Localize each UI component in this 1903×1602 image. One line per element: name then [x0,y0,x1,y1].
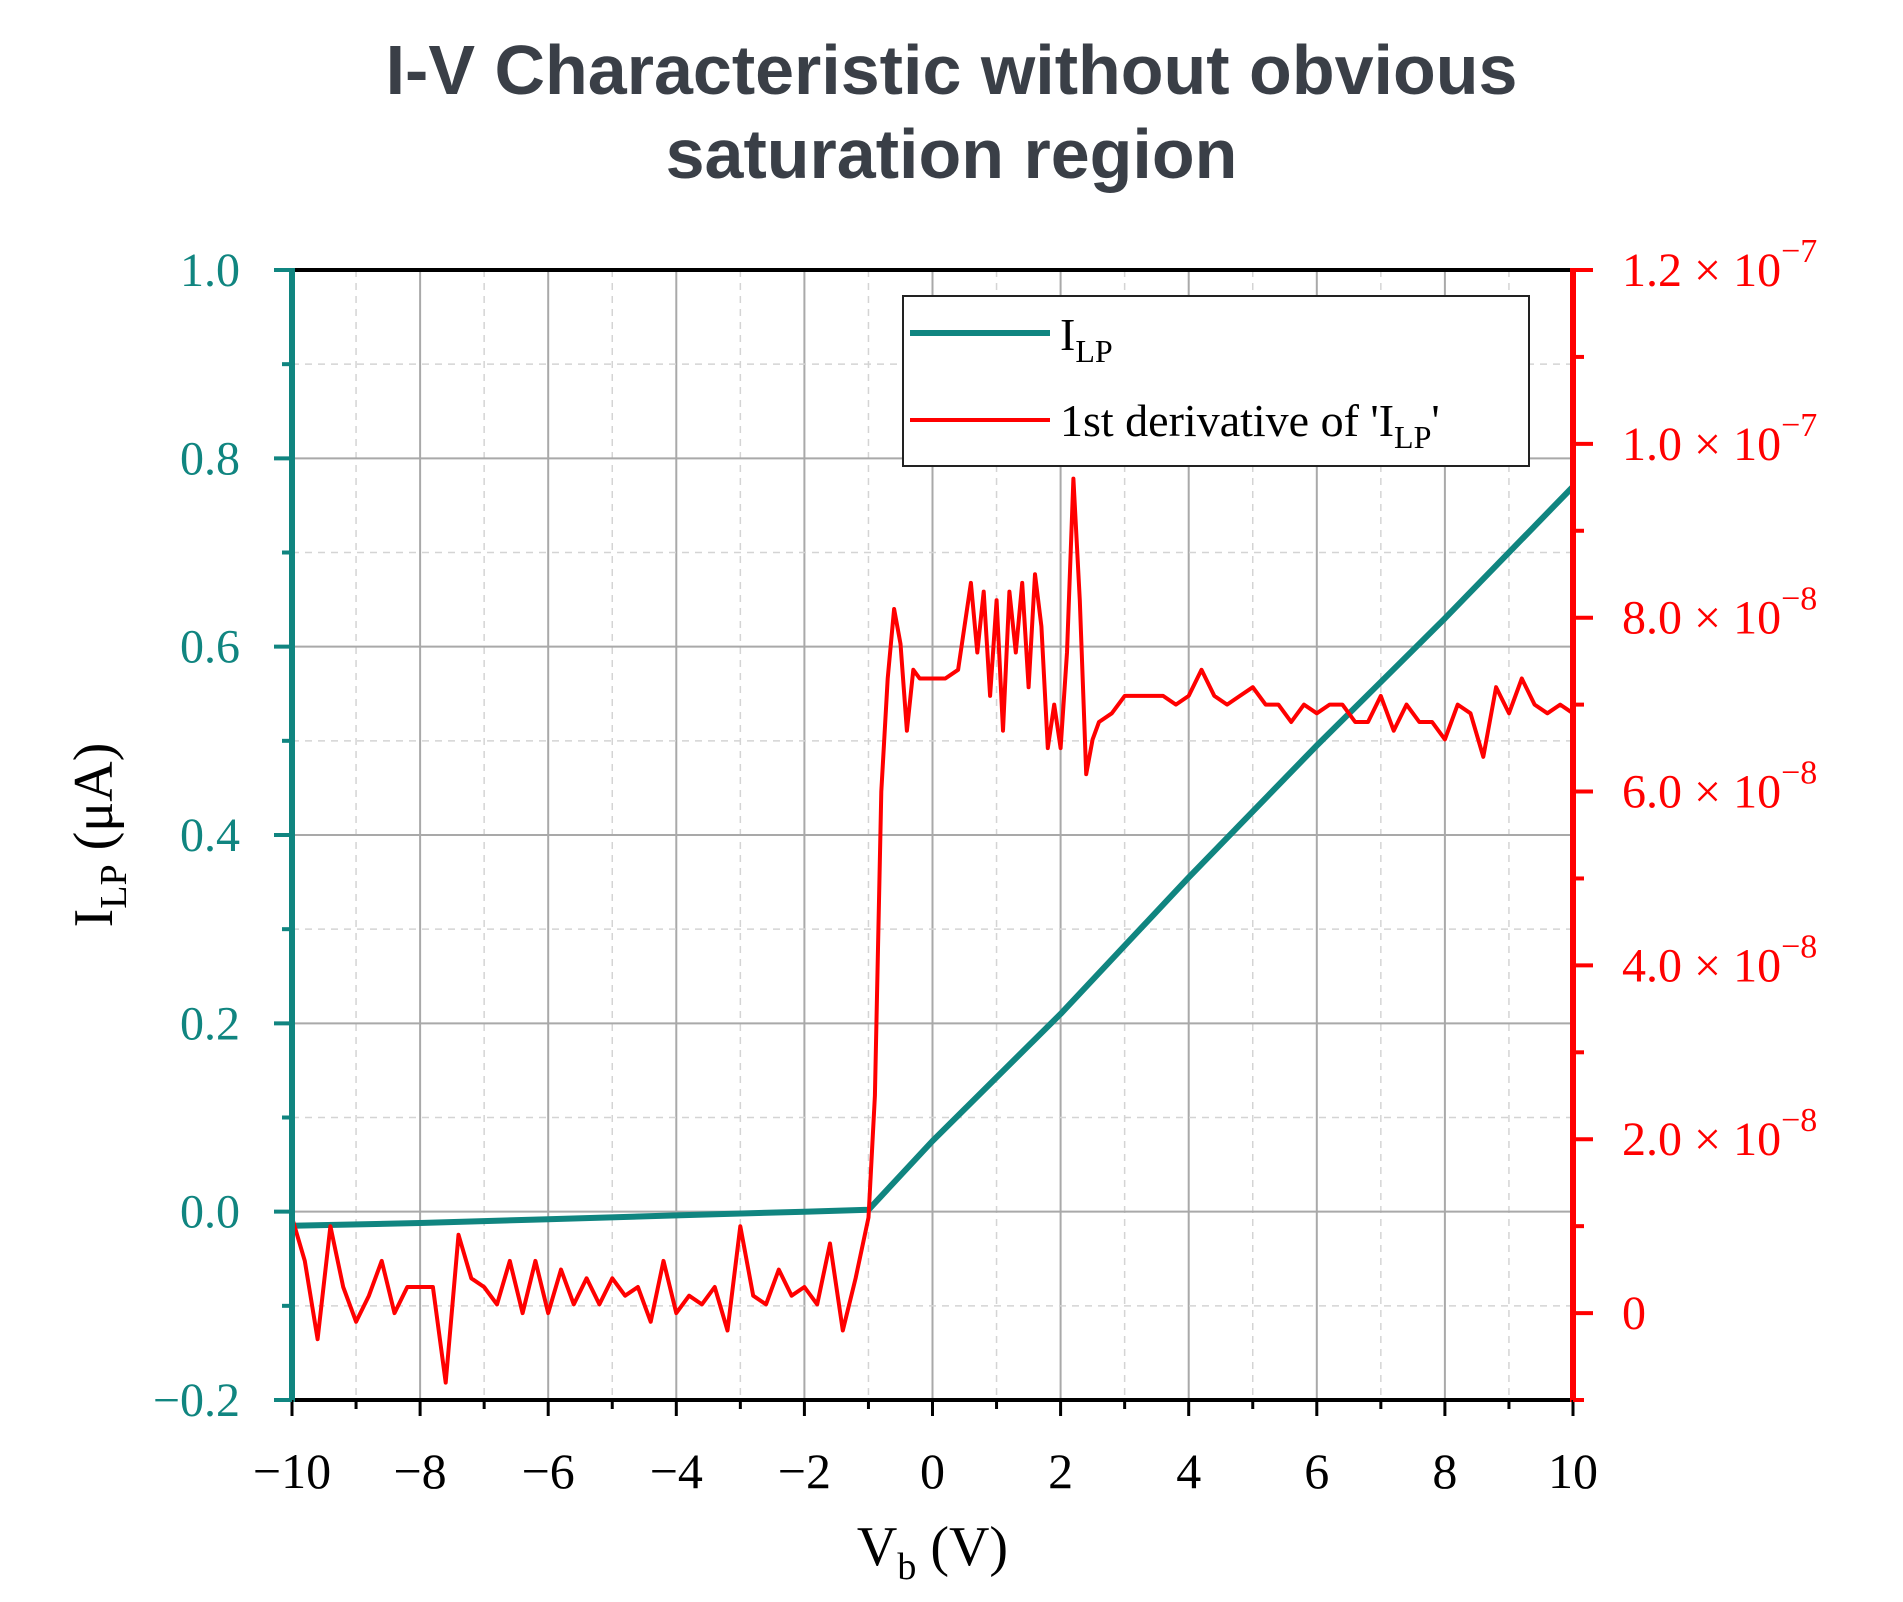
y2-tick-label: 2.0 × 10−8 [1622,1102,1817,1166]
ticks: −10 −8 −6 −4 −2 0 2 4 6 8 10 −0.2 0.0 0.2 0.4 0.6 0.8 1.0… [153,233,1817,1499]
x-axis-label: Vb (V) [857,1516,1008,1588]
y-tick-label: 0.6 [180,621,240,674]
x-tick-label: 4 [1176,1443,1201,1499]
chart-title-line-2: saturation region [665,115,1238,193]
y-tick-label: −0.2 [153,1374,240,1427]
y-axis-label: ILP (μA) [63,743,135,928]
x-tick-label: 6 [1304,1443,1329,1499]
series-line-derivative [290,476,1575,1385]
legend-box [902,295,1530,467]
x-tick-label: 0 [920,1443,945,1499]
x-tick-label: −6 [522,1443,575,1499]
series-layer [289,476,1576,1385]
y-tick-label: 0.0 [180,1186,240,1239]
y2-tick-label: 4.0 × 10−8 [1622,928,1817,992]
x-tick-label: −4 [650,1443,703,1499]
y2-tick-label: 6.0 × 10−8 [1622,755,1817,819]
chart-title-line-1: I-V Characteristic without obvious [385,31,1518,109]
y2-tick-label: 1.2 × 10−7 [1622,233,1817,297]
x-tick-label: 10 [1548,1443,1598,1499]
x-tick-label: 2 [1048,1443,1073,1499]
series-line-ilp [289,483,1576,1229]
legend-label-ilp: ILP [1060,309,1113,369]
y2-tick-label: 0 [1622,1287,1646,1340]
x-tick-label: −10 [253,1443,331,1499]
x-tick-label: 8 [1432,1443,1457,1499]
x-tick-label: −8 [393,1443,446,1499]
y-tick-label: 0.4 [180,809,240,862]
y-tick-label: 0.8 [180,432,240,485]
y2-tick-label: 1.0 × 10−7 [1622,407,1817,471]
chart-title: I-V Characteristic without obvious satur… [0,28,1903,196]
x-tick-label: −2 [778,1443,831,1499]
y-tick-label: 1.0 [180,244,240,297]
legend-label-derivative: 1st derivative of 'ILP' [1060,395,1440,455]
y2-tick-label: 8.0 × 10−8 [1622,581,1817,645]
y-tick-label: 0.2 [180,997,240,1050]
legend: ILP 1st derivative of 'ILP' [902,295,1530,467]
